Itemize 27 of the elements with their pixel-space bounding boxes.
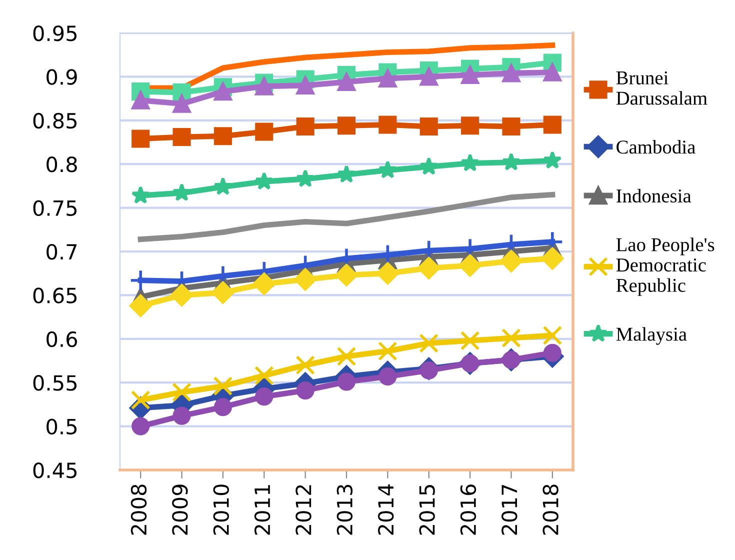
x-tick-label: 2008 [130, 484, 147, 535]
x-tick-label: 2015 [419, 485, 435, 535]
x-tick-label: 2016 [460, 484, 476, 535]
y-tick-label: 0.6 [46, 331, 78, 348]
x-tick-label: 2018 [542, 484, 558, 535]
y-tick-label: 0.85 [33, 112, 77, 129]
y-tick-label: 0.65 [33, 288, 77, 304]
y-tick-label: 0.45 [33, 462, 77, 478]
y-tick-label: 0.95 [33, 25, 77, 42]
legend-label: Cambodia [616, 140, 696, 154]
y-tick-label: 0.75 [33, 200, 77, 216]
x-tick-label: 2010 [213, 484, 229, 535]
x-tick-label: 2009 [172, 484, 188, 535]
y-tick-label: 0.8 [46, 156, 77, 172]
y-tick-label: 0.7 [46, 244, 77, 260]
legend-label: Lao People's Democratic Republic [616, 238, 714, 296]
y-tick-label: 0.5 [46, 418, 77, 435]
y-tick-label: 0.9 [46, 69, 77, 85]
y-tick-label: 0.55 [33, 375, 77, 391]
x-tick-label: 2013 [336, 484, 353, 535]
legend-label: Indonesia [616, 188, 692, 203]
x-tick-label: 2011 [254, 485, 270, 535]
x-tick-label: 2017 [502, 484, 518, 535]
x-tick-label: 2012 [296, 485, 312, 535]
x-tick-label: 2014 [378, 484, 394, 535]
legend-label: Malaysia [616, 327, 687, 345]
legend-label: Brunei Darussalam [616, 71, 708, 105]
